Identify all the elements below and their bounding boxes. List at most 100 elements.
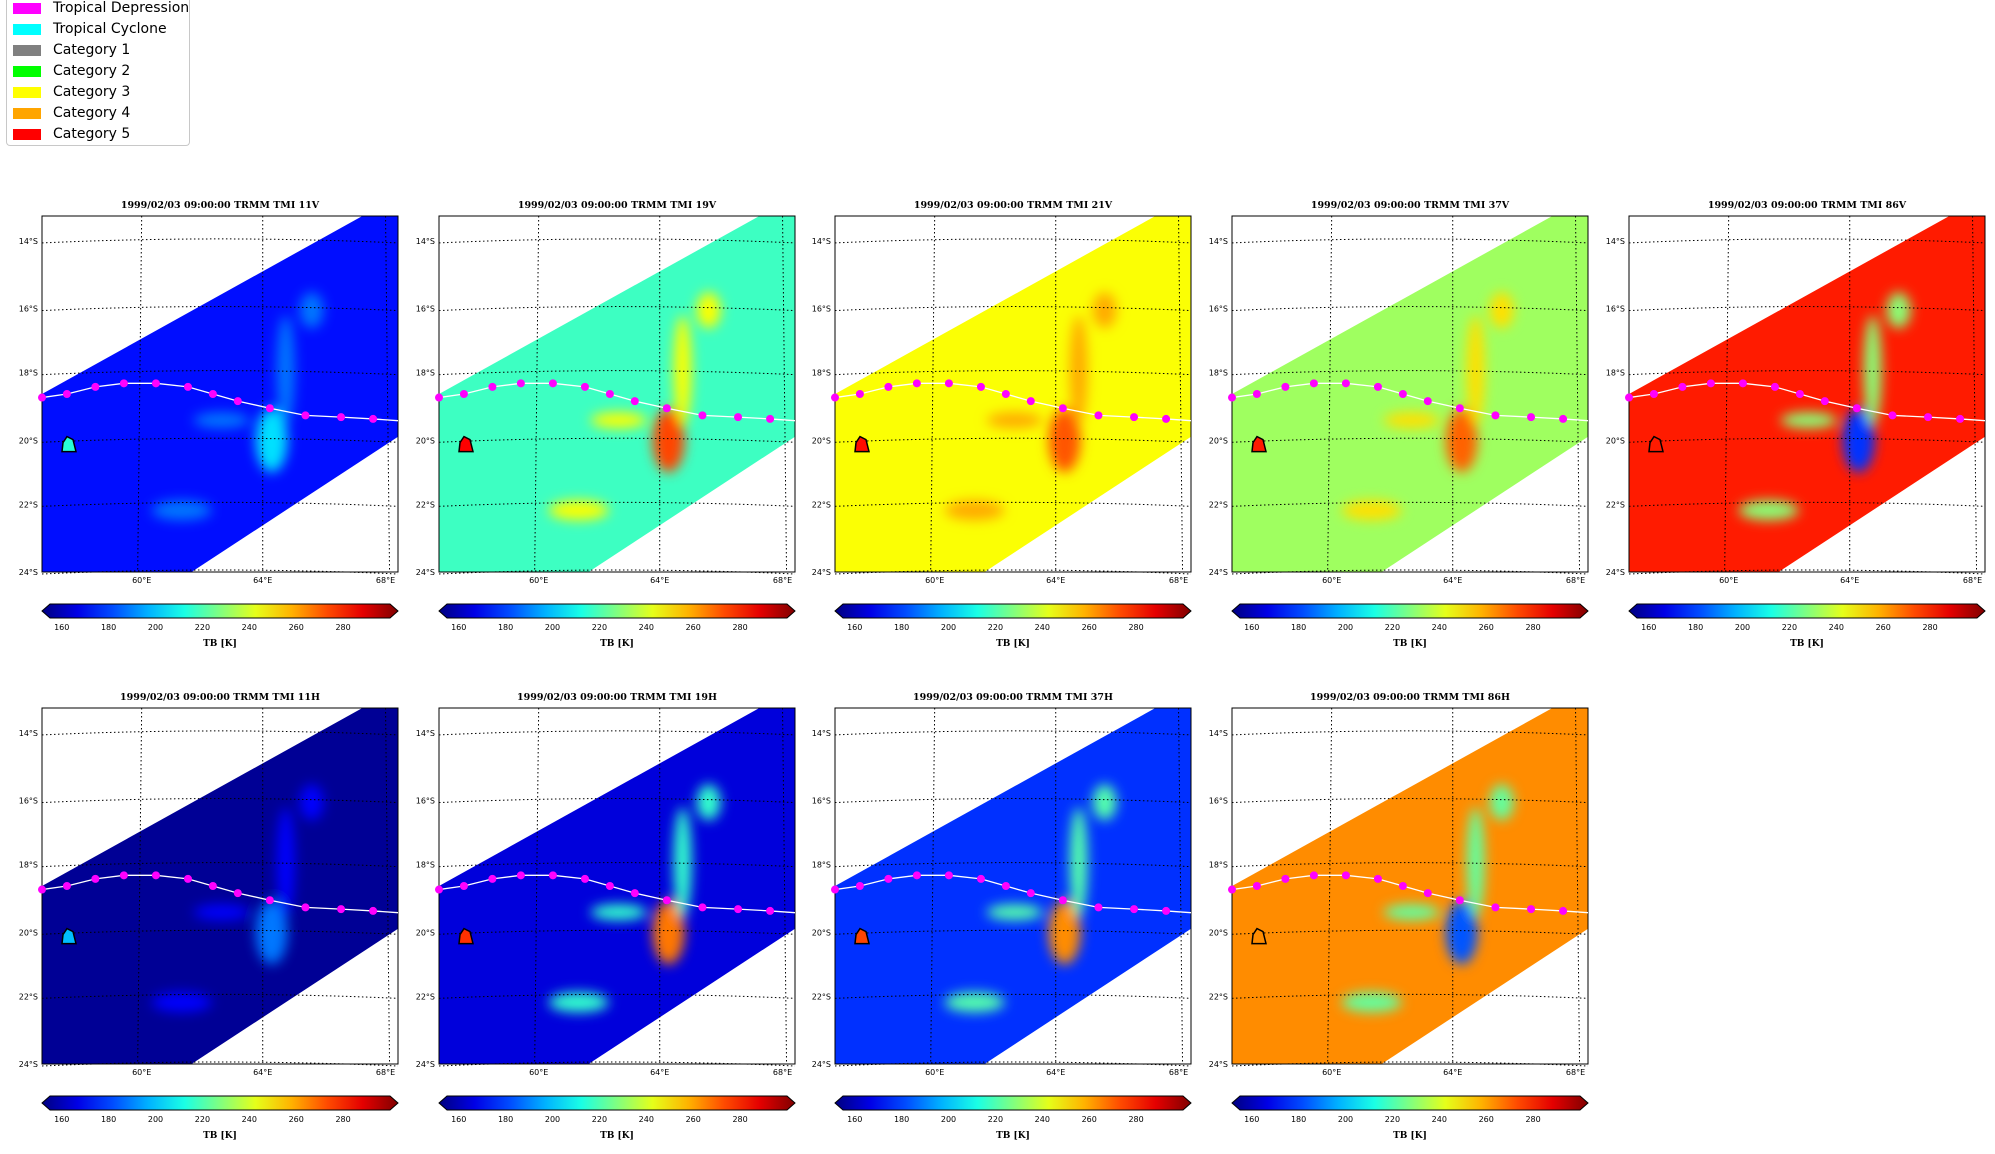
- map-panel: 1999/02/03 09:00:00 TRMM TMI 37H 14°S 16°S…: [812, 692, 1192, 1141]
- parallel-line: [41, 730, 399, 736]
- storm-core: [1445, 408, 1478, 473]
- y-tick-label: 20°S: [1209, 928, 1228, 937]
- track-point: [183, 874, 192, 883]
- y-tick-label: 18°S: [416, 861, 435, 870]
- track-point: [1373, 382, 1382, 391]
- track-point: [337, 413, 346, 422]
- track-point: [855, 390, 864, 398]
- colorbar-tick-label: 240: [1829, 623, 1844, 632]
- track-point: [1094, 903, 1103, 912]
- colorbar-tick-label: 220: [1385, 1115, 1400, 1124]
- meridian-line: [1178, 215, 1184, 573]
- y-tick-label: 20°S: [19, 928, 38, 937]
- y-tick-label: 24°S: [812, 1060, 831, 1069]
- colorbar-tick-label: 160: [1244, 1115, 1259, 1124]
- track-point: [459, 390, 468, 398]
- storm-core: [255, 900, 288, 965]
- rainband: [673, 807, 692, 918]
- track-point: [1309, 871, 1318, 880]
- colorbar-tick-label: 180: [101, 623, 116, 632]
- track-point: [62, 882, 71, 890]
- y-tick-label: 16°S: [416, 797, 435, 806]
- track-point: [548, 379, 557, 388]
- y-tick-label: 20°S: [812, 928, 831, 937]
- swath: [439, 216, 795, 572]
- rainband: [1069, 807, 1088, 918]
- colorbar-tick-label: 160: [1641, 623, 1656, 632]
- island-marker: [1648, 435, 1664, 453]
- colorbar-tick-label: 280: [1128, 1115, 1143, 1124]
- parallel-line: [438, 569, 796, 575]
- track-point: [488, 382, 497, 391]
- colorbar-tick-label: 220: [1385, 623, 1400, 632]
- swath: [42, 708, 398, 1064]
- colorbar-tick-label: 280: [732, 623, 747, 632]
- track-point: [1094, 411, 1103, 420]
- legend-item: Category 5: [13, 125, 130, 143]
- track-point: [884, 874, 893, 883]
- colorbar-bar: [834, 603, 1192, 619]
- meridian-line: [1575, 215, 1581, 573]
- y-tick-label: 22°S: [416, 500, 435, 509]
- track-point: [831, 885, 839, 894]
- y-tick-label: 16°S: [19, 797, 38, 806]
- meridian-line: [1178, 707, 1184, 1065]
- y-tick-label: 14°S: [19, 729, 38, 738]
- track-point: [662, 404, 671, 413]
- rainband: [548, 992, 609, 1013]
- parallel-line: [438, 730, 796, 736]
- track-point: [855, 882, 864, 890]
- track-point: [1455, 404, 1464, 413]
- track-point: [301, 903, 310, 912]
- colorbar-tick-label: 160: [451, 1115, 466, 1124]
- storm-core: [1445, 900, 1478, 965]
- track-point: [38, 885, 46, 894]
- x-tick-label: 68°E: [1566, 1068, 1585, 1077]
- meridian-line: [1575, 707, 1581, 1065]
- rainband: [1780, 412, 1837, 429]
- parallel-line: [834, 862, 1192, 868]
- track-point: [1162, 414, 1171, 423]
- island-marker: [854, 927, 870, 945]
- rainband: [1341, 500, 1402, 521]
- parallel-line: [834, 501, 1192, 507]
- x-tick-label: 60°E: [132, 576, 151, 585]
- colorbar-tick-label: 260: [686, 623, 701, 632]
- track-point: [1423, 397, 1432, 406]
- island-marker: [458, 927, 474, 945]
- colorbar-tick-label: 220: [988, 623, 1003, 632]
- y-tick-label: 14°S: [19, 237, 38, 246]
- x-tick-label: 60°E: [925, 576, 944, 585]
- y-tick-label: 24°S: [812, 568, 831, 577]
- track-point: [62, 390, 71, 398]
- rainband: [590, 904, 647, 921]
- colorbar-tick-label: 260: [686, 1115, 701, 1124]
- colorbar-tick-label: 220: [1782, 623, 1797, 632]
- swath: [42, 216, 398, 572]
- track-point: [1001, 882, 1010, 890]
- track-point: [1625, 393, 1633, 402]
- y-tick-label: 18°S: [812, 369, 831, 378]
- track-point: [1309, 379, 1318, 388]
- meridian-line: [1972, 215, 1978, 573]
- parallel-line: [1628, 238, 1986, 244]
- parallel-line: [438, 862, 796, 868]
- track-point: [265, 404, 274, 413]
- rainband: [696, 784, 721, 821]
- panel-title: 1999/02/03 09:00:00 TRMM TMI 86H: [1310, 692, 1510, 703]
- colorbar-label: TB [K]: [203, 639, 237, 649]
- y-tick-label: 18°S: [1606, 369, 1625, 378]
- rainband: [1489, 292, 1514, 329]
- track-point: [1398, 390, 1407, 398]
- rainband: [1092, 784, 1117, 821]
- track-point: [1527, 905, 1536, 914]
- y-tick-label: 18°S: [1209, 369, 1228, 378]
- x-tick-label: 64°E: [1840, 576, 1859, 585]
- parallel-line: [1231, 929, 1589, 935]
- y-tick-label: 22°S: [416, 992, 435, 1001]
- y-tick-label: 16°S: [1209, 305, 1228, 314]
- parallel-line: [834, 730, 1192, 736]
- rainband: [299, 784, 324, 821]
- colorbar-label: TB [K]: [600, 1131, 634, 1141]
- y-tick-label: 20°S: [19, 436, 38, 445]
